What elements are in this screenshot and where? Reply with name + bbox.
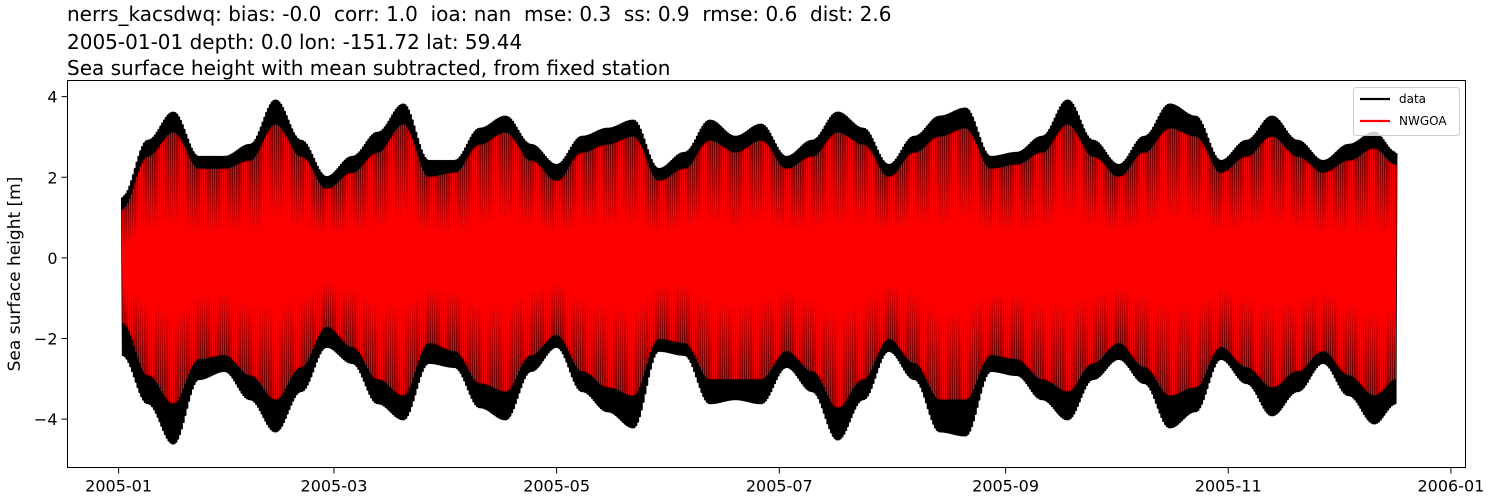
y-tick-label: −2 (34, 330, 58, 349)
chart-title-station-info: 2005-01-01 depth: 0.0 lon: -151.72 lat: … (67, 30, 523, 54)
x-tick-label: 2005-07 (746, 477, 813, 496)
y-tick-label: −4 (34, 410, 58, 429)
x-tick-label: 2006-01 (1417, 477, 1484, 496)
x-tick-label: 2005-03 (301, 477, 368, 496)
legend-label-data: data (1399, 92, 1426, 106)
chart-title-description: Sea surface height with mean subtracted,… (67, 56, 671, 80)
y-tick-label: 2 (47, 168, 57, 187)
x-tick-label: 2005-05 (523, 477, 590, 496)
x-tick-label: 2005-11 (1195, 477, 1262, 496)
legend: data NWGOA (1353, 87, 1460, 136)
chart-title-stats: nerrs_kacsdwq: bias: -0.0 corr: 1.0 ioa:… (67, 2, 892, 26)
y-tick-label: 0 (47, 249, 57, 268)
legend-label-nwgoa: NWGOA (1399, 114, 1447, 128)
y-axis-label: Sea surface height [m] (5, 177, 25, 372)
x-tick-label: 2005-01 (85, 477, 152, 496)
series-line-nwgoa (121, 124, 1397, 408)
y-tick-label: 4 (47, 88, 57, 107)
x-tick-label: 2005-09 (972, 477, 1039, 496)
plot-area-frame (67, 80, 1466, 468)
